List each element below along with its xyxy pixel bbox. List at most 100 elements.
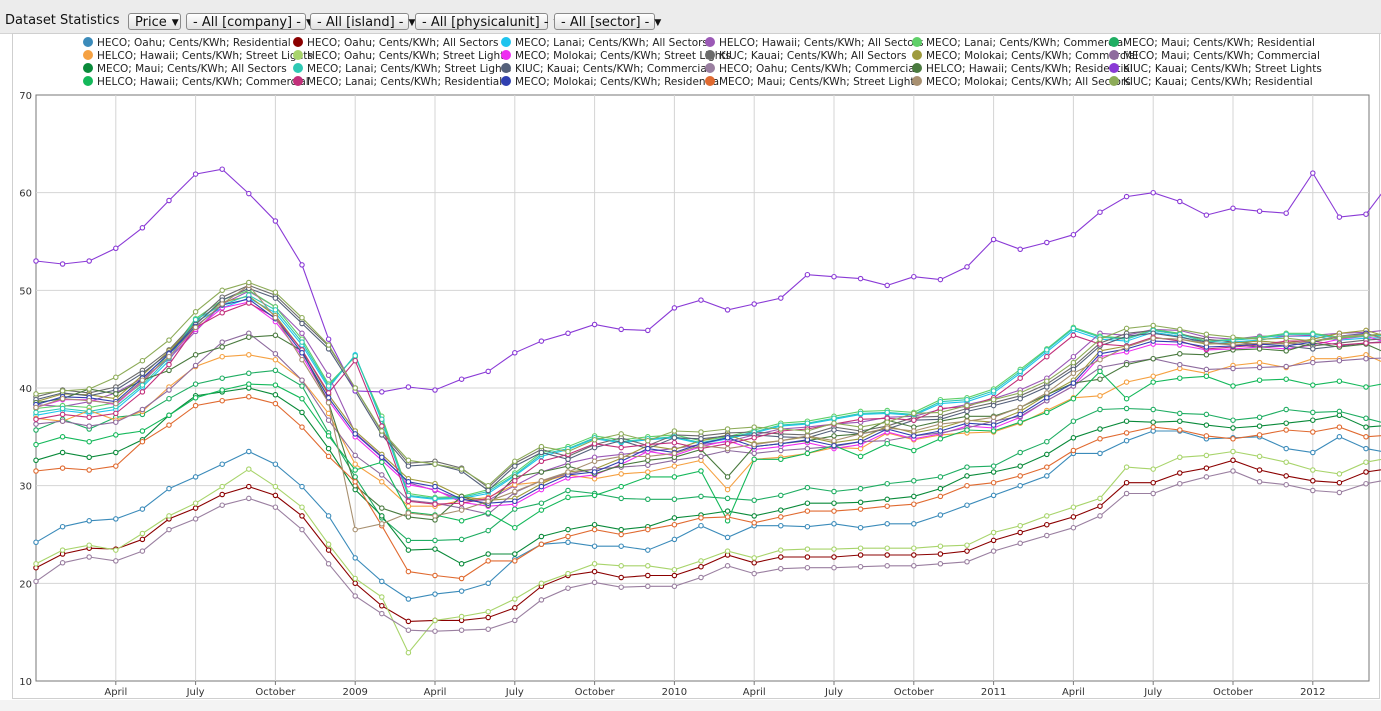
data-point <box>272 295 279 301</box>
data-point <box>1070 418 1077 424</box>
data-point <box>512 478 518 484</box>
legend-marker <box>293 76 303 86</box>
data-point <box>1044 438 1050 445</box>
data-point <box>1203 422 1210 428</box>
legend-marker <box>83 76 93 86</box>
data-point <box>724 514 731 520</box>
data-point <box>565 539 571 546</box>
data-point <box>1177 375 1183 381</box>
data-point <box>1097 376 1103 382</box>
data-point <box>1097 513 1103 519</box>
data-point <box>219 301 225 307</box>
data-point <box>166 526 172 533</box>
data-point <box>1044 239 1050 246</box>
data-point <box>379 603 385 609</box>
data-point <box>778 295 784 301</box>
data-point <box>671 496 678 503</box>
y-tick-label: 40 <box>19 384 32 395</box>
data-point <box>512 605 518 611</box>
data-point <box>937 409 944 416</box>
data-point <box>458 518 465 524</box>
data-point <box>458 561 465 567</box>
data-point <box>59 411 66 418</box>
data-point <box>33 421 39 427</box>
data-point <box>804 271 811 278</box>
price-dropdown[interactable]: Price ▼ <box>128 13 181 30</box>
data-point <box>1017 375 1023 381</box>
data-point <box>698 493 704 500</box>
series-line <box>35 470 1381 632</box>
data-point <box>1123 333 1130 339</box>
legend-marker <box>293 50 303 60</box>
physicalunit-dropdown[interactable]: - All [physicalunit] -▼ <box>415 13 560 30</box>
data-point <box>432 546 438 552</box>
data-point <box>512 463 518 469</box>
data-point <box>272 400 279 407</box>
data-point <box>59 261 66 267</box>
legend-marker <box>83 63 93 73</box>
data-point <box>937 543 944 549</box>
data-point <box>139 377 146 383</box>
data-point <box>113 410 119 417</box>
data-point <box>1123 418 1130 424</box>
data-point <box>1177 470 1183 476</box>
series-line <box>35 459 1381 622</box>
legend-entry: HELCO; Hawaii; Cents/KWh; Commercial <box>97 76 309 88</box>
data-point <box>432 387 438 393</box>
data-point <box>405 510 412 516</box>
legend-marker <box>293 63 303 73</box>
data-point <box>724 474 731 480</box>
data-point <box>219 491 225 498</box>
data-point <box>219 483 225 490</box>
data-point <box>1150 424 1156 430</box>
data-point <box>937 276 944 283</box>
data-point <box>538 597 545 603</box>
data-point <box>1097 368 1103 375</box>
data-point <box>352 580 358 587</box>
data-point <box>751 520 757 526</box>
data-point <box>272 218 279 224</box>
data-point <box>1363 459 1369 465</box>
sector-dropdown[interactable]: - All [sector] - ▼ <box>554 13 661 30</box>
data-point <box>1044 513 1050 519</box>
data-point <box>911 433 917 439</box>
dropdown-arrow-icon: ▼ <box>171 18 179 28</box>
data-point <box>219 502 225 508</box>
data-point <box>352 452 358 459</box>
data-point <box>1177 361 1183 368</box>
data-point <box>591 561 598 567</box>
data-point <box>1044 521 1050 528</box>
data-point <box>671 521 678 528</box>
x-tick-label: April <box>1062 687 1085 698</box>
legend-marker <box>705 63 715 73</box>
data-point <box>485 614 491 621</box>
data-point <box>299 262 305 268</box>
data-point <box>246 352 252 358</box>
data-point <box>219 166 225 172</box>
data-point <box>458 627 465 633</box>
data-point <box>1336 335 1343 341</box>
data-point <box>671 305 678 311</box>
data-point <box>1017 449 1023 456</box>
data-point <box>990 479 997 486</box>
data-point <box>1150 355 1156 362</box>
data-point <box>538 533 545 540</box>
data-point <box>964 502 970 508</box>
data-point <box>246 190 252 197</box>
data-point <box>778 437 784 444</box>
data-point <box>884 480 890 487</box>
island-dropdown[interactable]: - All [island] - ▼ <box>310 13 415 30</box>
company-dropdown[interactable]: - All [company] - ▼ <box>186 13 313 30</box>
data-point <box>458 575 465 582</box>
data-point <box>911 501 917 507</box>
data-point <box>990 402 997 409</box>
data-point <box>990 463 997 469</box>
x-tick-label: October <box>1213 687 1254 698</box>
data-point <box>804 554 811 560</box>
data-point <box>485 482 491 489</box>
data-point <box>166 395 172 402</box>
data-point <box>857 275 864 282</box>
data-point <box>884 409 890 416</box>
data-point <box>1203 411 1210 418</box>
x-tick-label: 2010 <box>662 687 687 698</box>
